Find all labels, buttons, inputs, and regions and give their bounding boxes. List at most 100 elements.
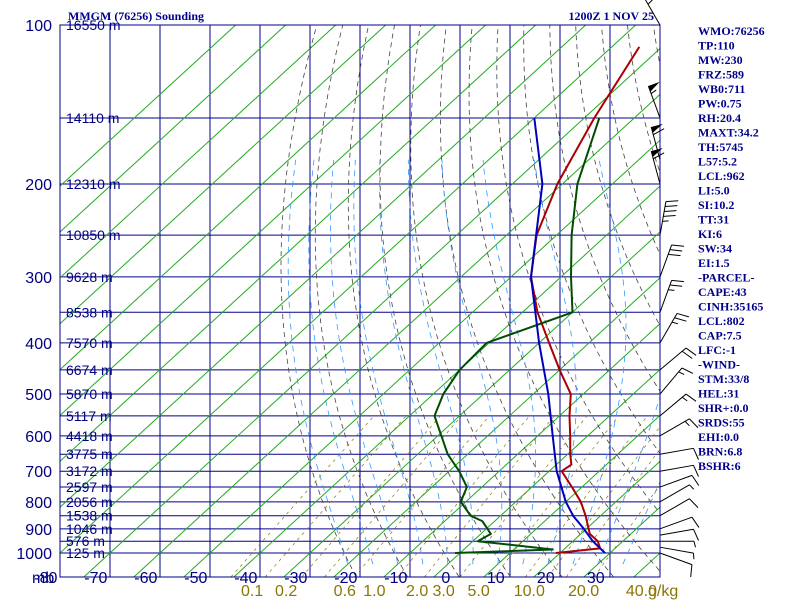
mixing-ratio-label: 5.0 — [467, 583, 489, 600]
index-line: WB0:711 — [698, 82, 745, 96]
index-line: CINH:35165 — [698, 300, 763, 314]
wind-barb — [659, 516, 700, 530]
pressure-tick-label: 600 — [25, 429, 52, 446]
height-tick-label: 10850 m — [66, 227, 120, 243]
isotherm-line — [183, 139, 660, 577]
dry-adiabat-line — [549, 25, 660, 392]
index-line: RH:20.4 — [698, 111, 741, 125]
pressure-tick-label: 300 — [25, 270, 52, 287]
pressure-tick-label: 800 — [25, 495, 52, 512]
temperature-tick-label: -60 — [134, 570, 157, 587]
parcel-path — [530, 117, 606, 554]
moist-adiabat-line — [330, 159, 399, 565]
profile-series — [433, 46, 641, 554]
mixing-ratio-line — [525, 415, 648, 577]
isotherm-line — [60, 25, 336, 279]
temperature-tick-label: -50 — [184, 570, 207, 587]
height-tick-label: 3172 m — [66, 463, 113, 479]
height-tick-label: 5117 m — [66, 408, 112, 424]
height-tick-label: 2597 m — [66, 479, 113, 495]
dry-adiabats — [280, 25, 660, 577]
isotherm-line — [60, 25, 586, 508]
index-line: FRZ:589 — [698, 68, 744, 82]
moist-adiabat-line — [441, 159, 503, 565]
isotherm-line — [60, 25, 636, 554]
height-tick-label: 576 m — [66, 533, 105, 549]
mixing-ratio-line — [354, 415, 490, 577]
pressure-tick-label: 500 — [25, 387, 52, 404]
isotherm-line — [60, 25, 236, 187]
isotherm-line — [383, 323, 660, 577]
moist-adiabat-line — [353, 159, 424, 565]
wind-barb — [659, 447, 699, 460]
wind-barb — [659, 367, 694, 395]
height-tick-label: 1538 m — [66, 508, 113, 524]
wind-barb — [647, 81, 661, 119]
station-title: MMGM (76256) Sounding — [68, 9, 204, 23]
dry-adiabat-line — [575, 25, 660, 327]
wind-barb — [659, 312, 690, 344]
mixing-ratio-line — [397, 415, 530, 577]
wind-barb — [659, 393, 697, 417]
height-tick-label: 14110 m — [66, 110, 119, 126]
index-line: CAP:7.5 — [698, 329, 742, 343]
mixing-ratio-line — [459, 415, 588, 577]
dry-adiabat-line — [440, 25, 615, 577]
dry-adiabat-line — [379, 25, 511, 577]
index-line: SHR+:0.0 — [698, 401, 749, 415]
isotherm-line — [333, 277, 660, 577]
index-line: LCL:962 — [698, 169, 745, 183]
isotherm-line — [60, 25, 486, 417]
index-line: HEL:31 — [698, 387, 739, 401]
isotherm-line — [60, 25, 286, 233]
index-line: EI:1.5 — [698, 256, 730, 270]
isotherm-line — [60, 25, 536, 462]
moist-adiabat-line — [407, 159, 474, 565]
temperature-tick-label: 0 — [441, 570, 450, 587]
moist-adiabat-line — [482, 159, 536, 565]
index-line: CAPE:43 — [698, 285, 747, 299]
index-line: WMO:76256 — [698, 24, 765, 38]
mixing-ratio-label: 20.0 — [568, 583, 599, 600]
temperature-tick-label: -40 — [234, 570, 257, 587]
index-line: STM:33/8 — [698, 372, 749, 386]
wind-barb — [659, 474, 700, 488]
height-tick-label: 1046 m — [66, 521, 113, 537]
height-tick-label: 6674 m — [66, 362, 113, 378]
height-tick-label: 9628 m — [66, 269, 113, 285]
mixing-ratio-label: 3.0 — [432, 583, 454, 600]
index-line: SI:10.2 — [698, 198, 734, 212]
mixing-ratio-label: 0.1 — [241, 583, 263, 600]
isotherm-line — [60, 25, 386, 325]
moist-adiabat-line — [533, 159, 577, 565]
moist-adiabat-line — [622, 480, 660, 565]
pressure-tick-label: 200 — [25, 177, 52, 194]
dry-adiabat-line — [410, 25, 563, 577]
pressure-tick-label: 900 — [25, 522, 52, 539]
temperature-tick-label: -10 — [384, 570, 407, 587]
height-tick-label: 5870 m — [66, 386, 113, 402]
mixing-ratio-lines — [230, 415, 660, 577]
temperature-tick-label: -20 — [334, 570, 357, 587]
index-line: TH:5745 — [698, 140, 743, 154]
index-line: L57:5.2 — [698, 155, 737, 169]
mixing-ratio-line — [324, 415, 462, 577]
index-line: EHI:0.0 — [698, 430, 739, 444]
mixing-ratio-label: 40.0 — [626, 583, 657, 600]
height-tick-label: 7570 m — [66, 335, 113, 351]
temperature-tick-label: 10 — [487, 570, 505, 587]
mixing-ratio-label: 10.0 — [514, 583, 545, 600]
index-line: KI:6 — [698, 227, 722, 241]
index-line: LI:5.0 — [698, 184, 730, 198]
height-tick-label: 12310 m — [66, 176, 120, 192]
index-line: LCL:802 — [698, 314, 745, 328]
height-tick-label: 125 m — [66, 545, 105, 561]
mixing-ratio-line — [566, 448, 660, 577]
moist-adiabat-line — [379, 159, 449, 565]
index-line: SRDS:55 — [698, 416, 745, 430]
wind-barb — [659, 528, 699, 541]
mixing-ratio-label: 0.6 — [334, 583, 356, 600]
temperature-tick-label: 30 — [587, 570, 605, 587]
